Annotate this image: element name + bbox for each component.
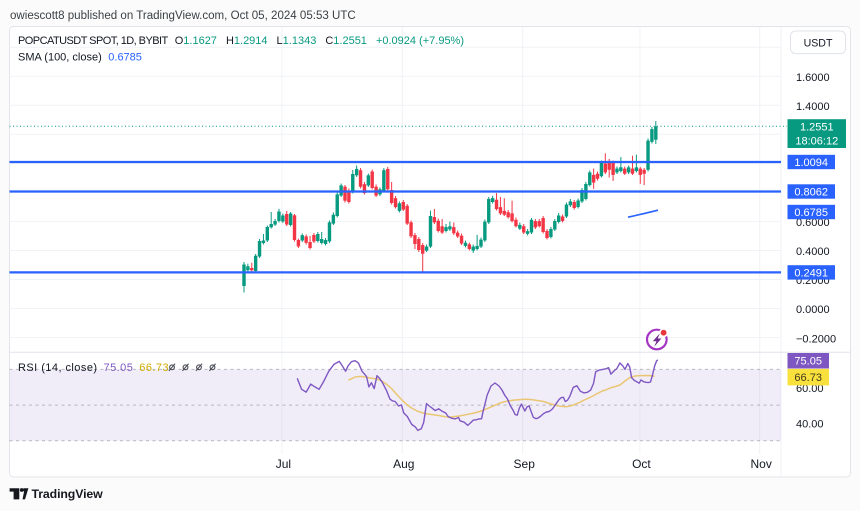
svg-text:Sep: Sep (514, 457, 536, 471)
svg-text:60.00: 60.00 (796, 383, 824, 395)
svg-text:Aug: Aug (393, 457, 414, 471)
svg-text:TradingView: TradingView (32, 487, 104, 501)
svg-text:0.6785: 0.6785 (794, 207, 828, 219)
svg-text:SMA (100, close)0.6785: SMA (100, close) 0.6785 (18, 52, 142, 64)
svg-text:0.0000: 0.0000 (796, 304, 830, 316)
svg-text:0.2491: 0.2491 (794, 267, 828, 279)
svg-text:1.6000: 1.6000 (796, 72, 830, 84)
svg-text:owiescott8 published on Tradin: owiescott8 published on TradingView.com,… (10, 10, 356, 22)
svg-text:1.0094: 1.0094 (794, 157, 828, 169)
svg-text:−0.2000: −0.2000 (796, 333, 836, 345)
svg-text:USDT: USDT (804, 37, 833, 49)
svg-text:18:06:12: 18:06:12 (795, 136, 838, 148)
svg-text:Oct: Oct (632, 457, 651, 471)
svg-text:75.05: 75.05 (794, 356, 822, 368)
svg-text:0.8062: 0.8062 (794, 186, 828, 198)
svg-text:0.4000: 0.4000 (796, 246, 830, 258)
svg-text:66.73: 66.73 (794, 372, 822, 384)
svg-text:1.4000: 1.4000 (796, 101, 830, 113)
svg-text:Jul: Jul (276, 457, 291, 471)
svg-text:40.00: 40.00 (796, 419, 824, 431)
svg-text:Nov: Nov (751, 457, 772, 471)
svg-text:0.6000: 0.6000 (796, 217, 830, 229)
svg-text:1.2551: 1.2551 (800, 121, 834, 133)
